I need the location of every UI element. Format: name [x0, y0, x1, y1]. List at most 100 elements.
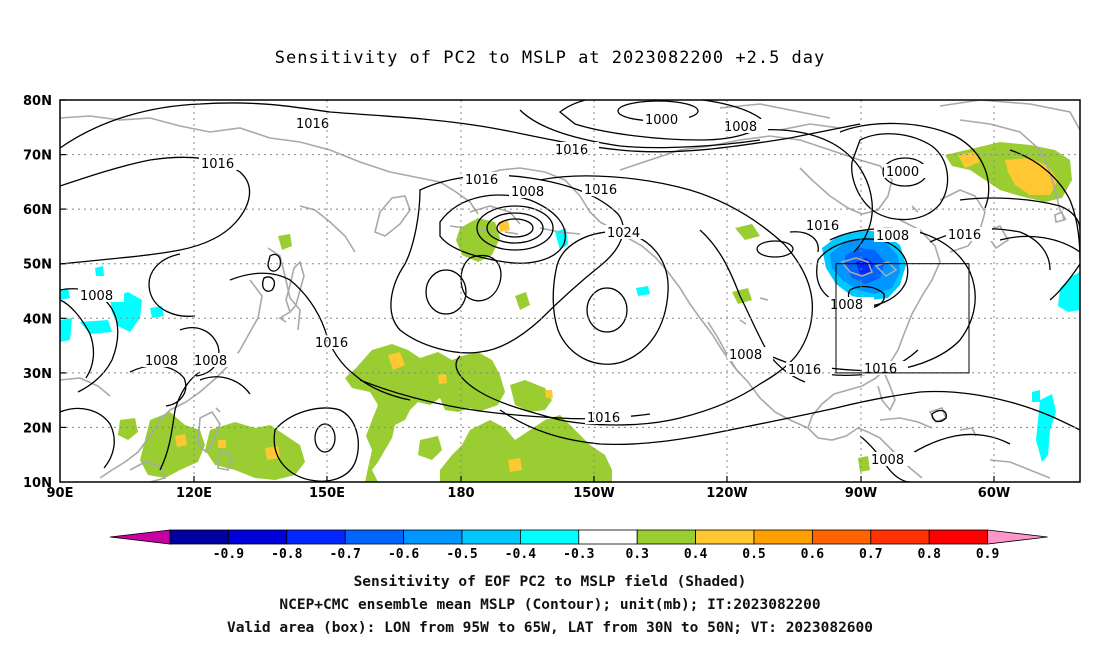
svg-text:1016: 1016: [315, 336, 348, 351]
colorbar-label: -0.9: [213, 547, 244, 562]
contour-label: 1008: [143, 353, 189, 369]
lon-label: 60W: [978, 486, 1010, 501]
colorbar-segment: [636, 529, 697, 545]
contour-label: 1008: [869, 452, 915, 468]
contour-label: 1016: [463, 172, 509, 188]
contour-label-group: 1016 1000 1008 1016 1016 1016 1008 1016 …: [78, 112, 992, 468]
lat-label: 40N: [23, 312, 52, 327]
colorbar-segment: [461, 529, 521, 545]
svg-text:1016: 1016: [587, 411, 620, 426]
lat-label: 30N: [23, 367, 52, 382]
contour-label: 1016: [585, 410, 631, 426]
lon-label: 120W: [706, 486, 747, 501]
colorbar-label: -0.4: [505, 547, 536, 562]
colorbar-segment: [812, 529, 872, 545]
colorbar-segment: [578, 529, 638, 545]
colorbar-label: -0.8: [271, 547, 302, 562]
lat-label: 20N: [23, 421, 52, 436]
svg-text:1008: 1008: [511, 185, 544, 200]
contour-label: 1016: [553, 142, 599, 158]
colorbar-segment: [169, 529, 229, 545]
contour-label: 1008: [828, 297, 874, 313]
positive-sensitivity-shading: [118, 142, 1072, 482]
lat-label: 80N: [23, 94, 52, 109]
colorbar: -0.9 -0.8 -0.7 -0.6 -0.5 -0.4 -0.3 0.3 0.4 0.5 0.6…: [109, 529, 1048, 562]
colorbar-label: -0.6: [388, 547, 419, 562]
colorbar-segment: [870, 529, 930, 545]
svg-text:1008: 1008: [876, 229, 909, 244]
svg-text:1008: 1008: [724, 120, 757, 135]
lat-label: 50N: [23, 258, 52, 273]
svg-text:1008: 1008: [80, 289, 113, 304]
axis-ticks: [60, 99, 995, 482]
colorbar-high-arrow: [987, 529, 1048, 545]
grid-lines: [60, 100, 1080, 482]
svg-text:1024: 1024: [607, 226, 640, 241]
contour-label: 1008: [78, 288, 124, 304]
contour-label: 1000: [643, 112, 689, 128]
svg-text:1008: 1008: [871, 453, 904, 468]
contour-label: 1016: [804, 218, 850, 234]
svg-text:1016: 1016: [788, 363, 821, 378]
latitude-labels: 80N 70N 60N 50N 40N 30N 20N 10N: [23, 94, 52, 491]
svg-text:1016: 1016: [864, 362, 897, 377]
svg-text:1016: 1016: [948, 228, 981, 243]
caption-line-2: NCEP+CMC ensemble mean MSLP (Contour); u…: [279, 597, 821, 613]
contour-label: 1008: [509, 184, 555, 200]
lat-label: 70N: [23, 149, 52, 164]
colorbar-segment: [928, 529, 989, 545]
contour-label: 1008: [874, 228, 920, 244]
contour-label: 1016: [946, 227, 992, 243]
colorbar-segment: [403, 529, 463, 545]
longitude-labels: 90E 120E 150E 180 150W 120W 90W 60W: [47, 486, 1011, 501]
contour-label: 1008: [727, 347, 773, 363]
colorbar-segment: [286, 529, 346, 545]
contour-label: 1000: [884, 164, 930, 180]
svg-text:1016: 1016: [296, 117, 329, 132]
contour-label: 1016: [294, 116, 340, 132]
negative-sensitivity-shading: [60, 228, 1080, 462]
valid-area-box: [835, 263, 970, 374]
colorbar-label: 0.3: [625, 547, 648, 562]
lon-label: 90W: [845, 486, 877, 501]
lon-label: 120E: [176, 486, 212, 501]
svg-text:1000: 1000: [645, 113, 678, 128]
svg-text:1008: 1008: [194, 354, 227, 369]
contour-label: 1016: [313, 335, 359, 351]
plot-area: 1016 1000 1008 1016 1016 1016 1008 1016 …: [60, 100, 1080, 482]
lat-label: 60N: [23, 203, 52, 218]
svg-text:1008: 1008: [830, 298, 863, 313]
contour-label: 1008: [722, 119, 768, 135]
contour-label: 1008: [192, 353, 238, 369]
svg-text:1016: 1016: [555, 143, 588, 158]
colorbar-label: 0.6: [801, 547, 825, 562]
colorbar-segment: [344, 529, 405, 545]
lon-label: 180: [447, 486, 474, 501]
contour-label: 1024: [605, 225, 651, 241]
caption-line-3: Valid area (box): LON from 95W to 65W, L…: [226, 620, 873, 636]
lon-label: 90E: [47, 486, 74, 501]
colorbar-label: 0.7: [859, 547, 882, 562]
lon-label: 150E: [309, 486, 345, 501]
lon-label: 150W: [573, 486, 614, 501]
svg-text:1016: 1016: [201, 157, 234, 172]
colorbar-low-arrow: [109, 529, 171, 545]
map-title: Sensitivity of PC2 to MSLP at 2023082200…: [274, 48, 826, 68]
colorbar-label: -0.3: [563, 547, 594, 562]
colorbar-label: 0.5: [742, 547, 765, 562]
svg-text:1016: 1016: [584, 183, 617, 198]
contour-label: 1016: [199, 156, 245, 172]
svg-text:1008: 1008: [145, 354, 178, 369]
colorbar-label: -0.7: [330, 547, 361, 562]
colorbar-segment: [753, 529, 813, 545]
lat-label: 10N: [23, 476, 52, 491]
caption-line-1: Sensitivity of EOF PC2 to MSLP field (Sh…: [353, 574, 747, 590]
svg-text:1000: 1000: [886, 165, 919, 180]
svg-text:1016: 1016: [465, 173, 498, 188]
contour-label: 1016: [786, 362, 832, 378]
colorbar-label: 0.8: [917, 547, 941, 562]
svg-text:1008: 1008: [729, 348, 762, 363]
plot-frame: [59, 99, 1081, 483]
contour-label: 1016: [862, 361, 908, 377]
